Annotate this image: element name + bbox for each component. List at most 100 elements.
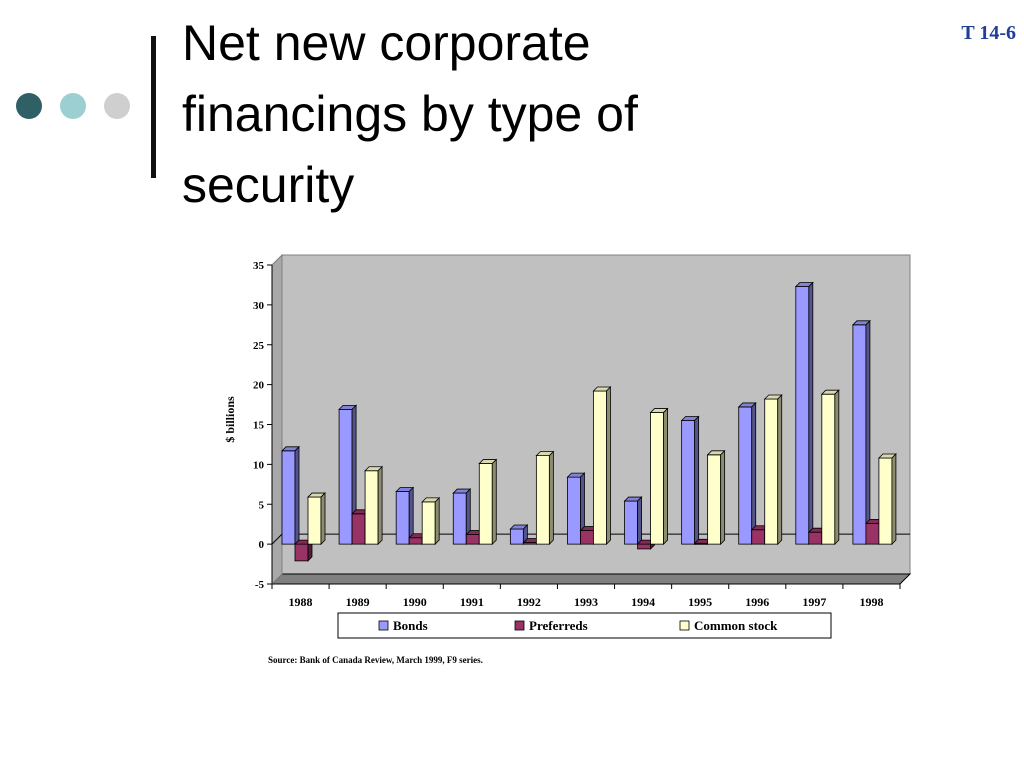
bar-side — [777, 394, 783, 546]
x-tick-label: 1996 — [745, 595, 769, 609]
y-tick-label: 10 — [253, 459, 265, 471]
bar-common-stock-1996 — [763, 394, 783, 546]
bar-bonds-1997 — [794, 281, 814, 546]
title-divider-bar — [151, 36, 156, 178]
bar-side — [294, 445, 300, 546]
y-tick-label: 35 — [253, 260, 265, 272]
bar-front — [408, 537, 423, 545]
bar-front — [764, 398, 779, 545]
slide-title: Net new corporate financings by type of … — [182, 15, 638, 213]
y-tick-label: 25 — [253, 340, 265, 352]
bar-bonds-1996 — [737, 401, 757, 546]
y-tick-label: 20 — [253, 380, 265, 392]
bar-bonds-1998 — [851, 319, 871, 546]
bar-bonds-1995 — [680, 415, 700, 546]
bar-front — [535, 455, 550, 545]
legend-swatch — [378, 620, 389, 631]
bar-bonds-1991 — [452, 488, 472, 546]
bar-front — [465, 534, 480, 545]
bar-front — [821, 393, 836, 545]
bar-front — [865, 522, 880, 545]
bar-side — [637, 496, 642, 546]
bar-bonds-1993 — [566, 472, 586, 546]
bar-front — [681, 420, 696, 545]
legend-swatch — [679, 620, 690, 631]
bar-side — [694, 415, 700, 546]
x-tick-label: 1997 — [802, 595, 826, 609]
light-teal-dot — [60, 93, 86, 119]
bar-bonds-1988 — [281, 445, 300, 546]
x-tick-label: 1995 — [688, 595, 712, 609]
bar-common-stock-1992 — [535, 450, 555, 546]
bar-front — [795, 286, 810, 545]
chart-floor — [270, 573, 912, 585]
legend-label: Common stock — [694, 618, 778, 633]
slide-number: T 14-6 — [961, 22, 1016, 44]
bar-side — [606, 386, 611, 546]
bar-front — [808, 531, 823, 545]
bar-side — [434, 496, 440, 546]
bar-side — [865, 319, 871, 546]
bar-side — [320, 492, 326, 546]
x-tick-label: 1990 — [403, 595, 427, 609]
bar-common-stock-1994 — [649, 407, 669, 546]
bar-bonds-1994 — [623, 496, 643, 546]
bar-front — [650, 412, 664, 545]
bar-front — [707, 454, 722, 545]
x-tick-label: 1992 — [517, 595, 541, 609]
bar-front — [751, 529, 766, 545]
legend-swatch — [514, 620, 525, 631]
bar-common-stock-1990 — [421, 496, 441, 546]
bar-common-stock-1997 — [820, 389, 840, 546]
x-tick-label: 1988 — [289, 595, 313, 609]
bar-front — [593, 390, 607, 545]
bar-front — [294, 543, 309, 562]
chart-side-wall — [271, 253, 283, 586]
financings-bar-chart: -5 0 5 10 15 20 25 30 35 $ billions 1988 1989 1990 19… — [223, 253, 912, 639]
bar-front — [509, 528, 524, 545]
bar-front — [738, 406, 753, 545]
x-tick-label: 1998 — [859, 595, 883, 609]
bar-front — [478, 463, 493, 545]
bar-common-stock-1989 — [364, 465, 384, 546]
bar-front — [580, 530, 594, 545]
legend-label: Bonds — [393, 618, 428, 633]
bar-front — [624, 500, 638, 545]
bar-front — [637, 543, 651, 550]
bar-front — [307, 496, 322, 545]
y-tick-label: 0 — [259, 539, 265, 551]
y-tick-label: 5 — [259, 499, 265, 511]
bar-front — [452, 492, 467, 545]
bar-front — [395, 491, 410, 545]
y-tick-label: 15 — [253, 420, 265, 432]
bar-front — [338, 408, 353, 545]
y-tick-label: -5 — [255, 579, 265, 591]
source-note: Source: Bank of Canada Review, March 199… — [268, 655, 483, 665]
bar-side — [891, 453, 897, 546]
x-tick-label: 1994 — [631, 595, 655, 609]
dark-teal-dot — [16, 93, 42, 119]
bar-preferreds-1988 — [294, 539, 313, 562]
bar-side — [720, 449, 726, 546]
bar-front — [567, 476, 581, 545]
bar-side — [491, 458, 497, 546]
y-tick-label: 30 — [253, 300, 265, 312]
bar-common-stock-1995 — [706, 449, 726, 546]
bar-side — [377, 465, 383, 546]
bar-front — [364, 470, 379, 545]
y-axis-title: $ billions — [223, 396, 237, 443]
bar-front — [421, 501, 436, 545]
bar-front — [878, 457, 893, 545]
bar-front — [351, 513, 366, 545]
bar-front — [852, 324, 867, 545]
bar-side — [751, 401, 757, 546]
bar-common-stock-1988 — [307, 492, 326, 546]
x-tick-label: 1993 — [574, 595, 598, 609]
bar-side — [663, 407, 668, 546]
bar-common-stock-1998 — [877, 453, 897, 546]
decorative-dots — [16, 93, 136, 121]
bar-common-stock-1991 — [478, 458, 498, 546]
bar-bonds-1990 — [395, 486, 415, 546]
legend-label: Preferreds — [529, 618, 588, 633]
x-tick-label: 1989 — [346, 595, 370, 609]
